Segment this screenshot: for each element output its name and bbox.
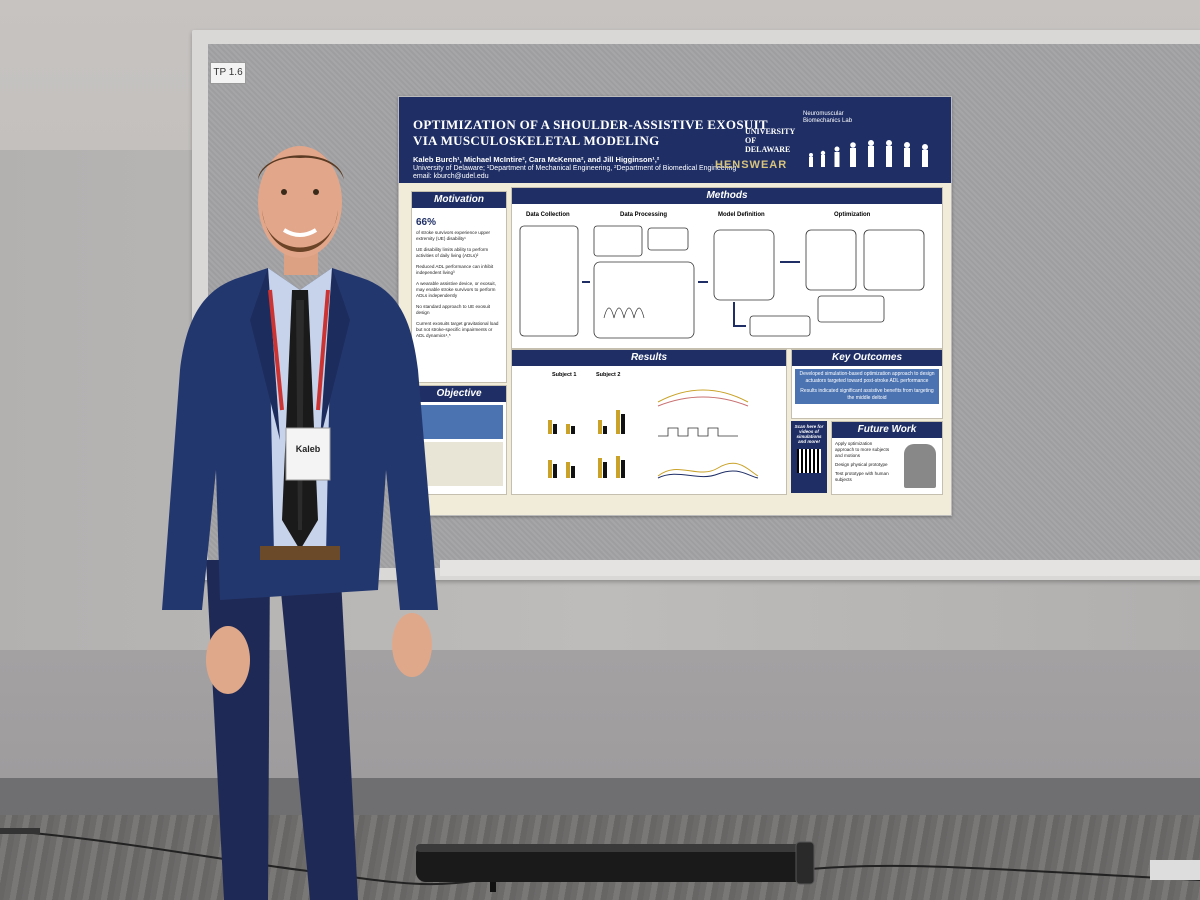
name-badge: Kaleb — [296, 444, 321, 454]
objective-panel: Objective — [411, 385, 507, 495]
results-heading: Results — [512, 350, 786, 366]
future-work-point: Test prototype with human subjects — [835, 471, 889, 482]
university-logo: UNIVERSITY OF DELAWARE — [745, 127, 795, 154]
key-outcome-point: Results indicated significant assistive … — [800, 388, 934, 401]
motivation-point: No standard approach to UE exosuit desig… — [416, 304, 491, 315]
future-work-point: Apply optimization approach to more subj… — [835, 441, 890, 458]
motivation-point: UE disability limits ability to perform … — [416, 247, 489, 258]
motivation-heading: Motivation — [412, 192, 506, 208]
presenter-person: Kaleb — [162, 146, 438, 900]
results-panel: Results Subject 1 Subject 2 — [511, 349, 787, 495]
poster-board-ledge — [440, 560, 1200, 576]
motivation-panel: Motivation 66% of stroke survivors exper… — [411, 191, 507, 383]
key-outcome-point: Developed simulation-based optimization … — [799, 371, 935, 384]
methods-column-title: Data Collection — [526, 212, 570, 218]
objective-heading: Objective — [412, 386, 506, 402]
poster-authors: Kaleb Burch¹, Michael McIntire², Cara Mc… — [413, 155, 660, 164]
qr-panel: Scan here for videos of simulations and … — [791, 421, 827, 493]
motivation-point: Current exosuits target gravitational lo… — [416, 321, 499, 338]
research-poster: OPTIMIZATION OF A SHOULDER-ASSISTIVE EXO… — [398, 96, 952, 516]
qr-scan-text: Scan here for videos of simulations and … — [794, 424, 824, 444]
future-work-panel: Future Work Apply optimization approach … — [831, 421, 943, 495]
objective-text-box — [415, 405, 503, 439]
poster-title-line1: OPTIMIZATION OF A SHOULDER-ASSISTIVE EXO… — [413, 117, 768, 132]
poster-tube — [416, 841, 815, 892]
methods-column-title: Data Processing — [620, 212, 668, 218]
motivation-stat: 66% — [416, 217, 437, 228]
methods-column-title: Model Definition — [718, 212, 765, 218]
floor-cables — [0, 828, 1200, 886]
results-subject-label: Subject 2 — [596, 372, 621, 378]
baseboard — [0, 778, 1200, 818]
lab-logo: Neuromuscular Biomechanics Lab — [803, 111, 853, 124]
motivation-point: Reduced ADL performance can inhibit inde… — [416, 264, 494, 275]
motivation-point: A wearable assistive device, or exosuit,… — [416, 281, 496, 298]
references-box — [415, 442, 503, 486]
methods-panel: Methods Data Collection Data Processing … — [511, 187, 943, 349]
human-evolution-silhouettes-icon — [809, 140, 928, 167]
results-figures — [548, 389, 759, 479]
methods-heading: Methods — [512, 188, 942, 204]
methods-flow-diagram — [519, 225, 925, 339]
motivation-point: of stroke survivors experience upper ext… — [416, 230, 491, 241]
future-work-point: Design physical prototype — [835, 462, 888, 467]
poster-affiliation: University of Delaware; ¹Department of M… — [413, 165, 737, 172]
poster-email: email: kburch@udel.edu — [413, 173, 489, 180]
poster-header — [399, 97, 951, 183]
qr-code-icon[interactable] — [797, 449, 821, 473]
key-outcome-box: Developed simulation-based optimization … — [795, 369, 939, 404]
poster-title-line2: VIA MUSCULOSKELETAL MODELING — [413, 133, 660, 148]
henswear-logo: HENSWEAR — [715, 159, 788, 171]
exosuit-prototype-image — [904, 444, 936, 488]
methods-column-title: Optimization — [834, 212, 871, 218]
results-subject-label: Subject 1 — [552, 372, 577, 378]
board-number-tag: TP 1.6 — [210, 62, 246, 84]
key-outcomes-panel: Key Outcomes Developed simulation-based … — [791, 349, 943, 419]
key-outcomes-heading: Key Outcomes — [792, 350, 942, 366]
future-work-heading: Future Work — [832, 422, 942, 438]
